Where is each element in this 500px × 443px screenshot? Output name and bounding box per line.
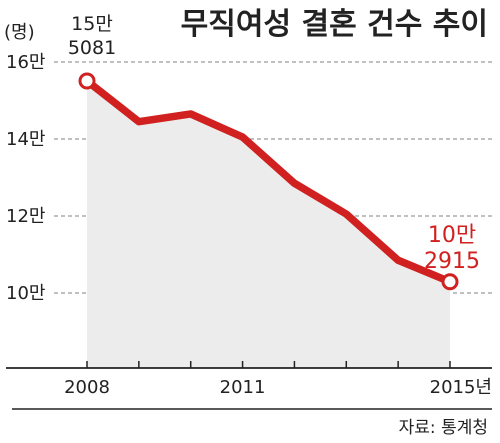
data-point: [240, 135, 245, 140]
x-tick-label: 2008: [64, 377, 110, 398]
end-annotation-line2: 2915: [424, 249, 480, 274]
start-annotation-line1: 15만: [71, 13, 113, 35]
y-tick-label: 12만: [6, 206, 45, 227]
end-annotation-line1: 10만: [428, 223, 476, 248]
data-point: [344, 212, 349, 217]
series-line: [83, 77, 454, 286]
data-point: [78, 72, 96, 90]
x-tick-label: 2015년: [430, 377, 492, 398]
y-tick-label: 10만: [6, 283, 45, 304]
data-points: [78, 72, 459, 291]
x-axis: [6, 361, 492, 369]
data-point: [396, 258, 401, 263]
y-tick-labels: 16만 14만 12만 10만: [6, 52, 45, 304]
data-point: [441, 273, 459, 291]
data-point: [136, 119, 141, 124]
start-annotation-line2: 5081: [68, 37, 116, 59]
chart-title: 무직여성 결혼 건수 추이: [181, 7, 488, 42]
x-tick-labels: 2008 2011 2015년: [64, 377, 492, 398]
area-fill: [87, 80, 450, 369]
source-label: 자료: 통계청: [399, 418, 488, 438]
data-point: [188, 111, 193, 116]
y-tick-label: 14만: [6, 129, 45, 150]
x-tick-label: 2011: [220, 377, 266, 398]
unit-label: (명): [4, 22, 35, 43]
data-point: [292, 181, 297, 186]
y-tick-label: 16만: [6, 52, 45, 73]
